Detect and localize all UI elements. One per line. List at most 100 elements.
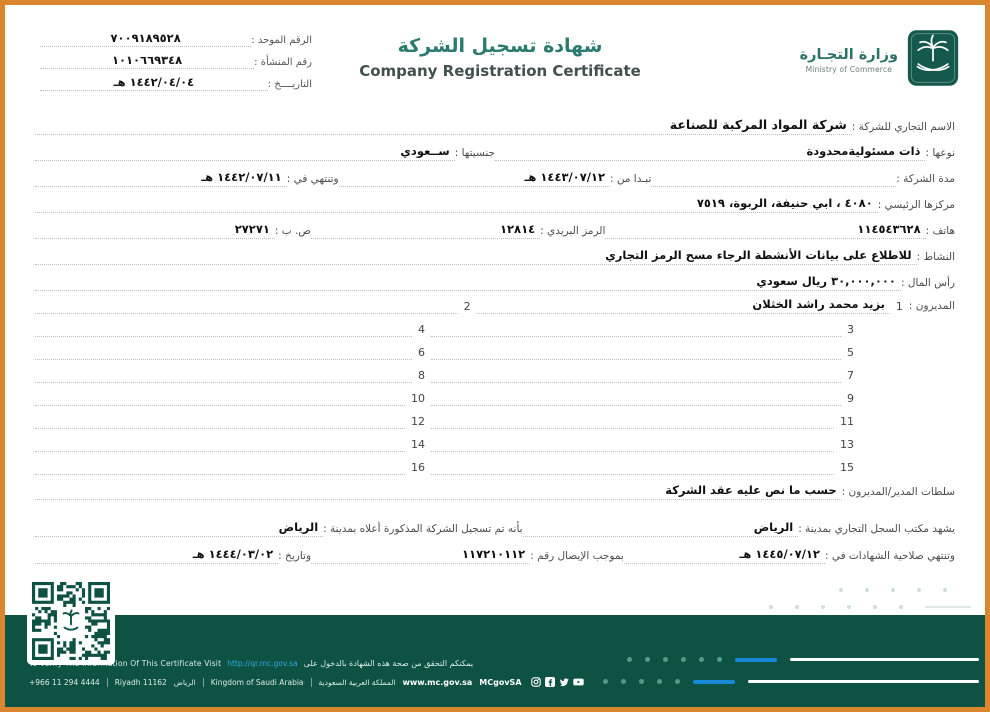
- facebook-icon[interactable]: [544, 677, 555, 687]
- footer-verify-line: To Verify The Information Of This Certif…: [29, 659, 473, 668]
- footer-social-handle: MCgovSA: [479, 677, 522, 687]
- manager-16-line: [35, 474, 405, 475]
- registry-office-label: يشهد مكتب السجل التجاري بمدينة :: [798, 523, 955, 535]
- manager-slot-4: 4: [35, 323, 431, 337]
- registered-city-line: الرياض: [35, 516, 324, 537]
- manager-slot-16: 16: [35, 461, 431, 475]
- manager-number: 6: [418, 346, 425, 359]
- instagram-icon[interactable]: [530, 677, 541, 687]
- activity-label: النشاط :: [916, 251, 955, 263]
- manager-number: 10: [411, 392, 425, 405]
- nationality-field: جنسيتها : ســعودي: [35, 140, 495, 161]
- start-date-field: تبـدا من : ١٤٤٣/٠٧/١٢ هـ: [338, 166, 652, 187]
- header-numbers-block: الرقم الموحد : ٧٠٠٩١٨٩٥٢٨ رقم المنشأة : …: [40, 25, 312, 91]
- receipt-number-field: بموجب الإيصال رقم : ١١٧٢١٠١١٢: [311, 543, 624, 564]
- phone-value: ١١٤٥٤٣٦٢٨: [857, 222, 921, 236]
- separator: [310, 677, 312, 687]
- manager-5-line: [431, 359, 841, 360]
- start-date-line: ١٤٤٣/٠٧/١٢ هـ: [338, 166, 610, 187]
- registered-city-value: الرياض: [278, 520, 319, 534]
- verify-link[interactable]: http://qr.mc.gov.sa: [227, 659, 298, 668]
- manager-number: 1: [895, 300, 903, 313]
- manager-11-line: [431, 428, 834, 429]
- capital-line: ٣٠,٠٠٠,٠٠٠ ريال سعودي: [35, 270, 901, 291]
- footer-band: [5, 615, 985, 707]
- phone-line: ١١٤٥٤٣٦٢٨: [605, 218, 926, 239]
- registry-row: يشهد مكتب السجل التجاري بمدينة : الرياض …: [35, 510, 955, 537]
- manager-number: 8: [418, 369, 425, 382]
- postal-code-value: ١٢٨١٤: [500, 222, 536, 236]
- manager-number: 9: [847, 392, 854, 405]
- ministry-name-en: Ministry of Commerce: [805, 64, 893, 74]
- qr-code: [27, 577, 115, 665]
- certificate-title-block: شهادة تسجيل الشركة Company Registration …: [310, 35, 690, 80]
- manager-number: 13: [840, 438, 854, 451]
- end-date-label: وتنتهي في :: [286, 173, 339, 185]
- trade-name-value: شركة المواد المركبة للصناعة: [669, 117, 847, 132]
- receipt-date-value: ١٤٤٤/٠٣/٠٢ هـ: [192, 547, 274, 561]
- social-icons: [530, 677, 584, 687]
- unified-number-row: الرقم الموحد : ٧٠٠٩١٨٩٥٢٨: [40, 25, 312, 47]
- managers-row-7: 13 14: [35, 429, 955, 452]
- footer-city-en: Riyadh 11162: [114, 677, 167, 687]
- trade-name-label: الاسم التجاري للشركة :: [851, 121, 955, 133]
- twitter-icon[interactable]: [559, 677, 569, 687]
- establishment-number-line: ١٠١٠٦٦٩٣٤٨: [40, 49, 255, 69]
- manager-slot-2: 2: [35, 300, 477, 314]
- manager-8-line: [35, 382, 412, 383]
- establishment-number-row: رقم المنشأة : ١٠١٠٦٦٩٣٤٨: [40, 47, 312, 69]
- manager-slot-15: 15: [431, 461, 860, 475]
- faint-dot-row-1: [705, 588, 947, 592]
- receipt-date-field: وتاريخ : ١٤٤٤/٠٣/٠٢ هـ: [35, 543, 311, 564]
- verify-text-en: To Verify The Information Of This Certif…: [29, 659, 222, 668]
- managers-row-4: 7 8: [35, 360, 955, 383]
- footer-phone: +966 11 294 4444: [29, 677, 100, 687]
- activity-value: للاطلاع على بيانات الأنشطة الرجاء مسح ال…: [605, 248, 912, 262]
- manager-number: 11: [840, 415, 854, 428]
- manager-10-line: [35, 405, 405, 406]
- unified-number-line: ٧٠٠٩١٨٩٥٢٨: [40, 27, 252, 47]
- footer-website-link[interactable]: www.mc.gov.sa: [402, 677, 473, 687]
- registered-in-field: بأنه تم تسجيل الشركة المذكورة أعلاه بمدي…: [35, 516, 523, 537]
- footer-country-ar: المملكة العربية السعودية: [318, 677, 396, 687]
- registry-city-value: الرياض: [753, 520, 794, 534]
- unified-number-value: ٧٠٠٩١٨٩٥٢٨: [110, 31, 181, 45]
- validity-field: وتنتهي صلاحية الشهادات في : ١٤٤٥/٠٧/١٢ ه…: [623, 543, 955, 564]
- capital-row: رأس المال : ٣٠,٠٠٠,٠٠٠ ريال سعودي: [35, 265, 955, 291]
- powers-line: حسب ما نص عليه عقد الشركة: [35, 479, 842, 500]
- nationality-label: جنسيتها :: [454, 147, 495, 159]
- manager-slot-10: 10: [35, 392, 431, 406]
- manager-13-line: [431, 451, 834, 452]
- white-line: [790, 658, 979, 661]
- validity-receipt-row: وتنتهي صلاحية الشهادات في : ١٤٤٥/٠٧/١٢ ه…: [35, 537, 955, 564]
- manager-slot-3: 3: [431, 323, 860, 337]
- manager-number: 3: [847, 323, 854, 336]
- start-date-label: تبـدا من :: [609, 173, 652, 185]
- white-line: [748, 680, 979, 683]
- receipt-number-line: ١١٧٢١٠١١٢: [311, 543, 531, 564]
- registry-city-line: الرياض: [522, 516, 799, 537]
- activity-line: للاطلاع على بيانات الأنشطة الرجاء مسح ال…: [35, 244, 917, 265]
- type-value: ذات مسئوليةمحدودة: [806, 144, 921, 158]
- manager-12-line: [35, 428, 405, 429]
- youtube-icon[interactable]: [572, 677, 584, 687]
- postal-code-label: الرمز البريدي :: [540, 225, 606, 237]
- issue-date-value: ١٤٤٢/٠٤/٠٤ هـ: [113, 75, 195, 89]
- manager-2-line: [35, 313, 458, 314]
- type-nationality-row: نوعها : ذات مسئوليةمحدودة جنسيتها : ســع…: [35, 135, 955, 161]
- receipt-date-label: وتاريخ :: [278, 550, 312, 562]
- ministry-logo: وزارة التجـارة Ministry of Commerce: [800, 29, 959, 91]
- trade-name-line: شركة المواد المركبة للصناعة: [35, 114, 852, 135]
- manager-slot-13: 13: [431, 438, 860, 452]
- validity-line: ١٤٤٥/٠٧/١٢ هـ: [623, 543, 825, 564]
- manager-4-line: [35, 336, 412, 337]
- footer-contact-line: +966 11 294 4444 Riyadh 11162 الرياض Kin…: [29, 677, 584, 687]
- registered-in-label: بأنه تم تسجيل الشركة المذكورة أعلاه بمدي…: [323, 523, 523, 535]
- validity-date-value: ١٤٤٥/٠٧/١٢ هـ: [739, 547, 820, 561]
- type-label: نوعها :: [925, 147, 955, 159]
- manager-number: 7: [847, 369, 854, 382]
- manager-3-line: [431, 336, 841, 337]
- manager-9-line: [431, 405, 841, 406]
- pobox-line: ٢٧٢٧١: [35, 218, 275, 239]
